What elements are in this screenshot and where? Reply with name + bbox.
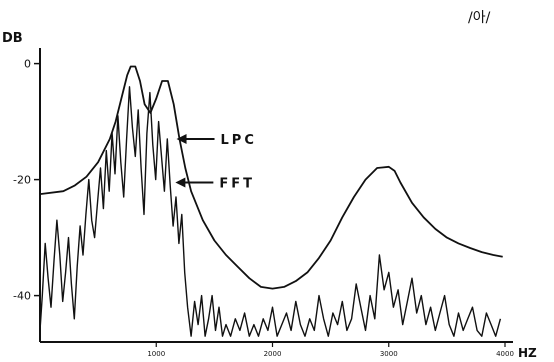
annotation-label-lpc: LPC	[221, 133, 257, 148]
x-ticks: 1000 2000 3000 4000	[147, 342, 514, 358]
series-line-lpc	[39, 65, 503, 290]
x-axis-label: HZ	[518, 346, 537, 358]
annotation-arrow-head	[175, 177, 186, 188]
y-tick-label: -20	[13, 174, 31, 187]
x-tick-label: 1000	[147, 350, 165, 358]
annotation-arrow-head	[176, 134, 187, 144]
series-line-fft	[39, 86, 502, 337]
x-tick-label: 4000	[496, 350, 514, 358]
y-ticks: 0 -20 -40	[13, 58, 40, 303]
x-tick-label: 3000	[380, 350, 398, 358]
y-tick-label: -40	[13, 290, 31, 303]
annotations: LPC FFT	[175, 133, 257, 192]
x-tick-label: 2000	[264, 350, 282, 358]
chart-title: /아/	[468, 10, 491, 26]
y-axis-label: DB	[2, 31, 23, 46]
y-tick-label: 0	[24, 58, 31, 71]
annotation-label-fft: FFT	[219, 177, 255, 192]
